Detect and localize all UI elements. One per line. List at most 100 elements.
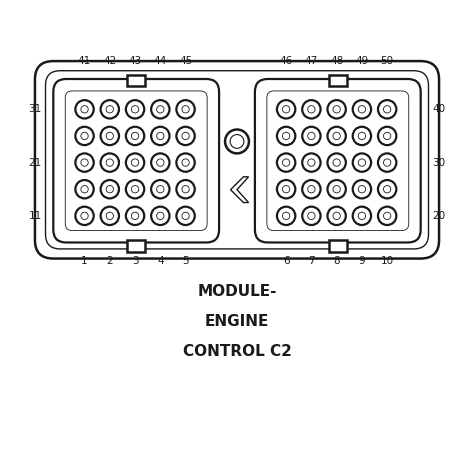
Circle shape [283,212,290,219]
FancyBboxPatch shape [329,75,347,86]
FancyBboxPatch shape [255,79,421,243]
Circle shape [126,153,144,172]
Circle shape [176,127,195,145]
Text: CONTROL C2: CONTROL C2 [182,344,292,359]
Circle shape [308,132,315,140]
Text: 40: 40 [432,104,445,114]
Circle shape [383,106,391,113]
Circle shape [176,100,195,118]
Circle shape [353,100,371,118]
Circle shape [151,127,170,145]
Text: 41: 41 [78,56,91,66]
Circle shape [358,212,365,219]
Text: 43: 43 [128,56,142,66]
Circle shape [151,180,170,198]
Circle shape [378,100,396,118]
Circle shape [358,106,365,113]
Circle shape [383,186,391,193]
Text: 45: 45 [179,56,192,66]
Circle shape [131,106,139,113]
Circle shape [328,100,346,118]
Circle shape [277,100,295,118]
Circle shape [353,153,371,172]
Circle shape [176,153,195,172]
FancyBboxPatch shape [35,61,439,259]
Text: 1: 1 [81,256,88,266]
Circle shape [353,127,371,145]
Circle shape [100,180,119,198]
Circle shape [126,100,144,118]
Text: 20: 20 [432,211,445,221]
Circle shape [358,159,365,166]
Circle shape [302,127,320,145]
Circle shape [328,207,346,225]
Circle shape [378,153,396,172]
Circle shape [302,207,320,225]
Circle shape [106,212,113,219]
Circle shape [383,212,391,219]
Circle shape [328,127,346,145]
Text: 44: 44 [154,56,167,66]
Circle shape [126,180,144,198]
Circle shape [308,159,315,166]
Circle shape [151,100,170,118]
FancyBboxPatch shape [127,240,145,252]
Circle shape [182,159,189,166]
Text: MODULE-: MODULE- [197,284,277,299]
Circle shape [106,106,113,113]
Circle shape [156,132,164,140]
Circle shape [333,159,340,166]
Text: 30: 30 [432,158,445,168]
Circle shape [106,132,113,140]
Circle shape [182,106,189,113]
Text: 7: 7 [308,256,315,266]
Circle shape [302,180,320,198]
Circle shape [75,207,94,225]
Circle shape [151,153,170,172]
Circle shape [156,186,164,193]
Circle shape [277,127,295,145]
Circle shape [378,127,396,145]
Circle shape [100,127,119,145]
Circle shape [277,180,295,198]
Circle shape [131,212,139,219]
Circle shape [106,159,113,166]
Circle shape [176,207,195,225]
Text: 46: 46 [280,56,293,66]
Circle shape [328,180,346,198]
Circle shape [308,212,315,219]
Circle shape [81,106,88,113]
Circle shape [353,207,371,225]
Polygon shape [230,177,248,202]
Circle shape [156,106,164,113]
Circle shape [230,134,244,148]
FancyBboxPatch shape [53,79,219,243]
Circle shape [225,129,249,153]
Circle shape [283,106,290,113]
Text: 50: 50 [381,56,394,66]
Circle shape [156,159,164,166]
Circle shape [333,132,340,140]
Circle shape [75,127,94,145]
Circle shape [378,207,396,225]
Circle shape [75,180,94,198]
Text: 2: 2 [107,256,113,266]
Text: 8: 8 [333,256,340,266]
Circle shape [131,159,139,166]
Text: 31: 31 [28,104,42,114]
Text: 6: 6 [283,256,290,266]
Text: 48: 48 [330,56,343,66]
Text: 9: 9 [359,256,365,266]
Circle shape [156,212,164,219]
Circle shape [383,132,391,140]
Circle shape [75,100,94,118]
Circle shape [182,132,189,140]
Text: 42: 42 [103,56,117,66]
Circle shape [358,186,365,193]
Circle shape [308,186,315,193]
Circle shape [333,212,340,219]
FancyBboxPatch shape [329,240,347,252]
Circle shape [182,212,189,219]
Circle shape [176,180,195,198]
Circle shape [151,207,170,225]
